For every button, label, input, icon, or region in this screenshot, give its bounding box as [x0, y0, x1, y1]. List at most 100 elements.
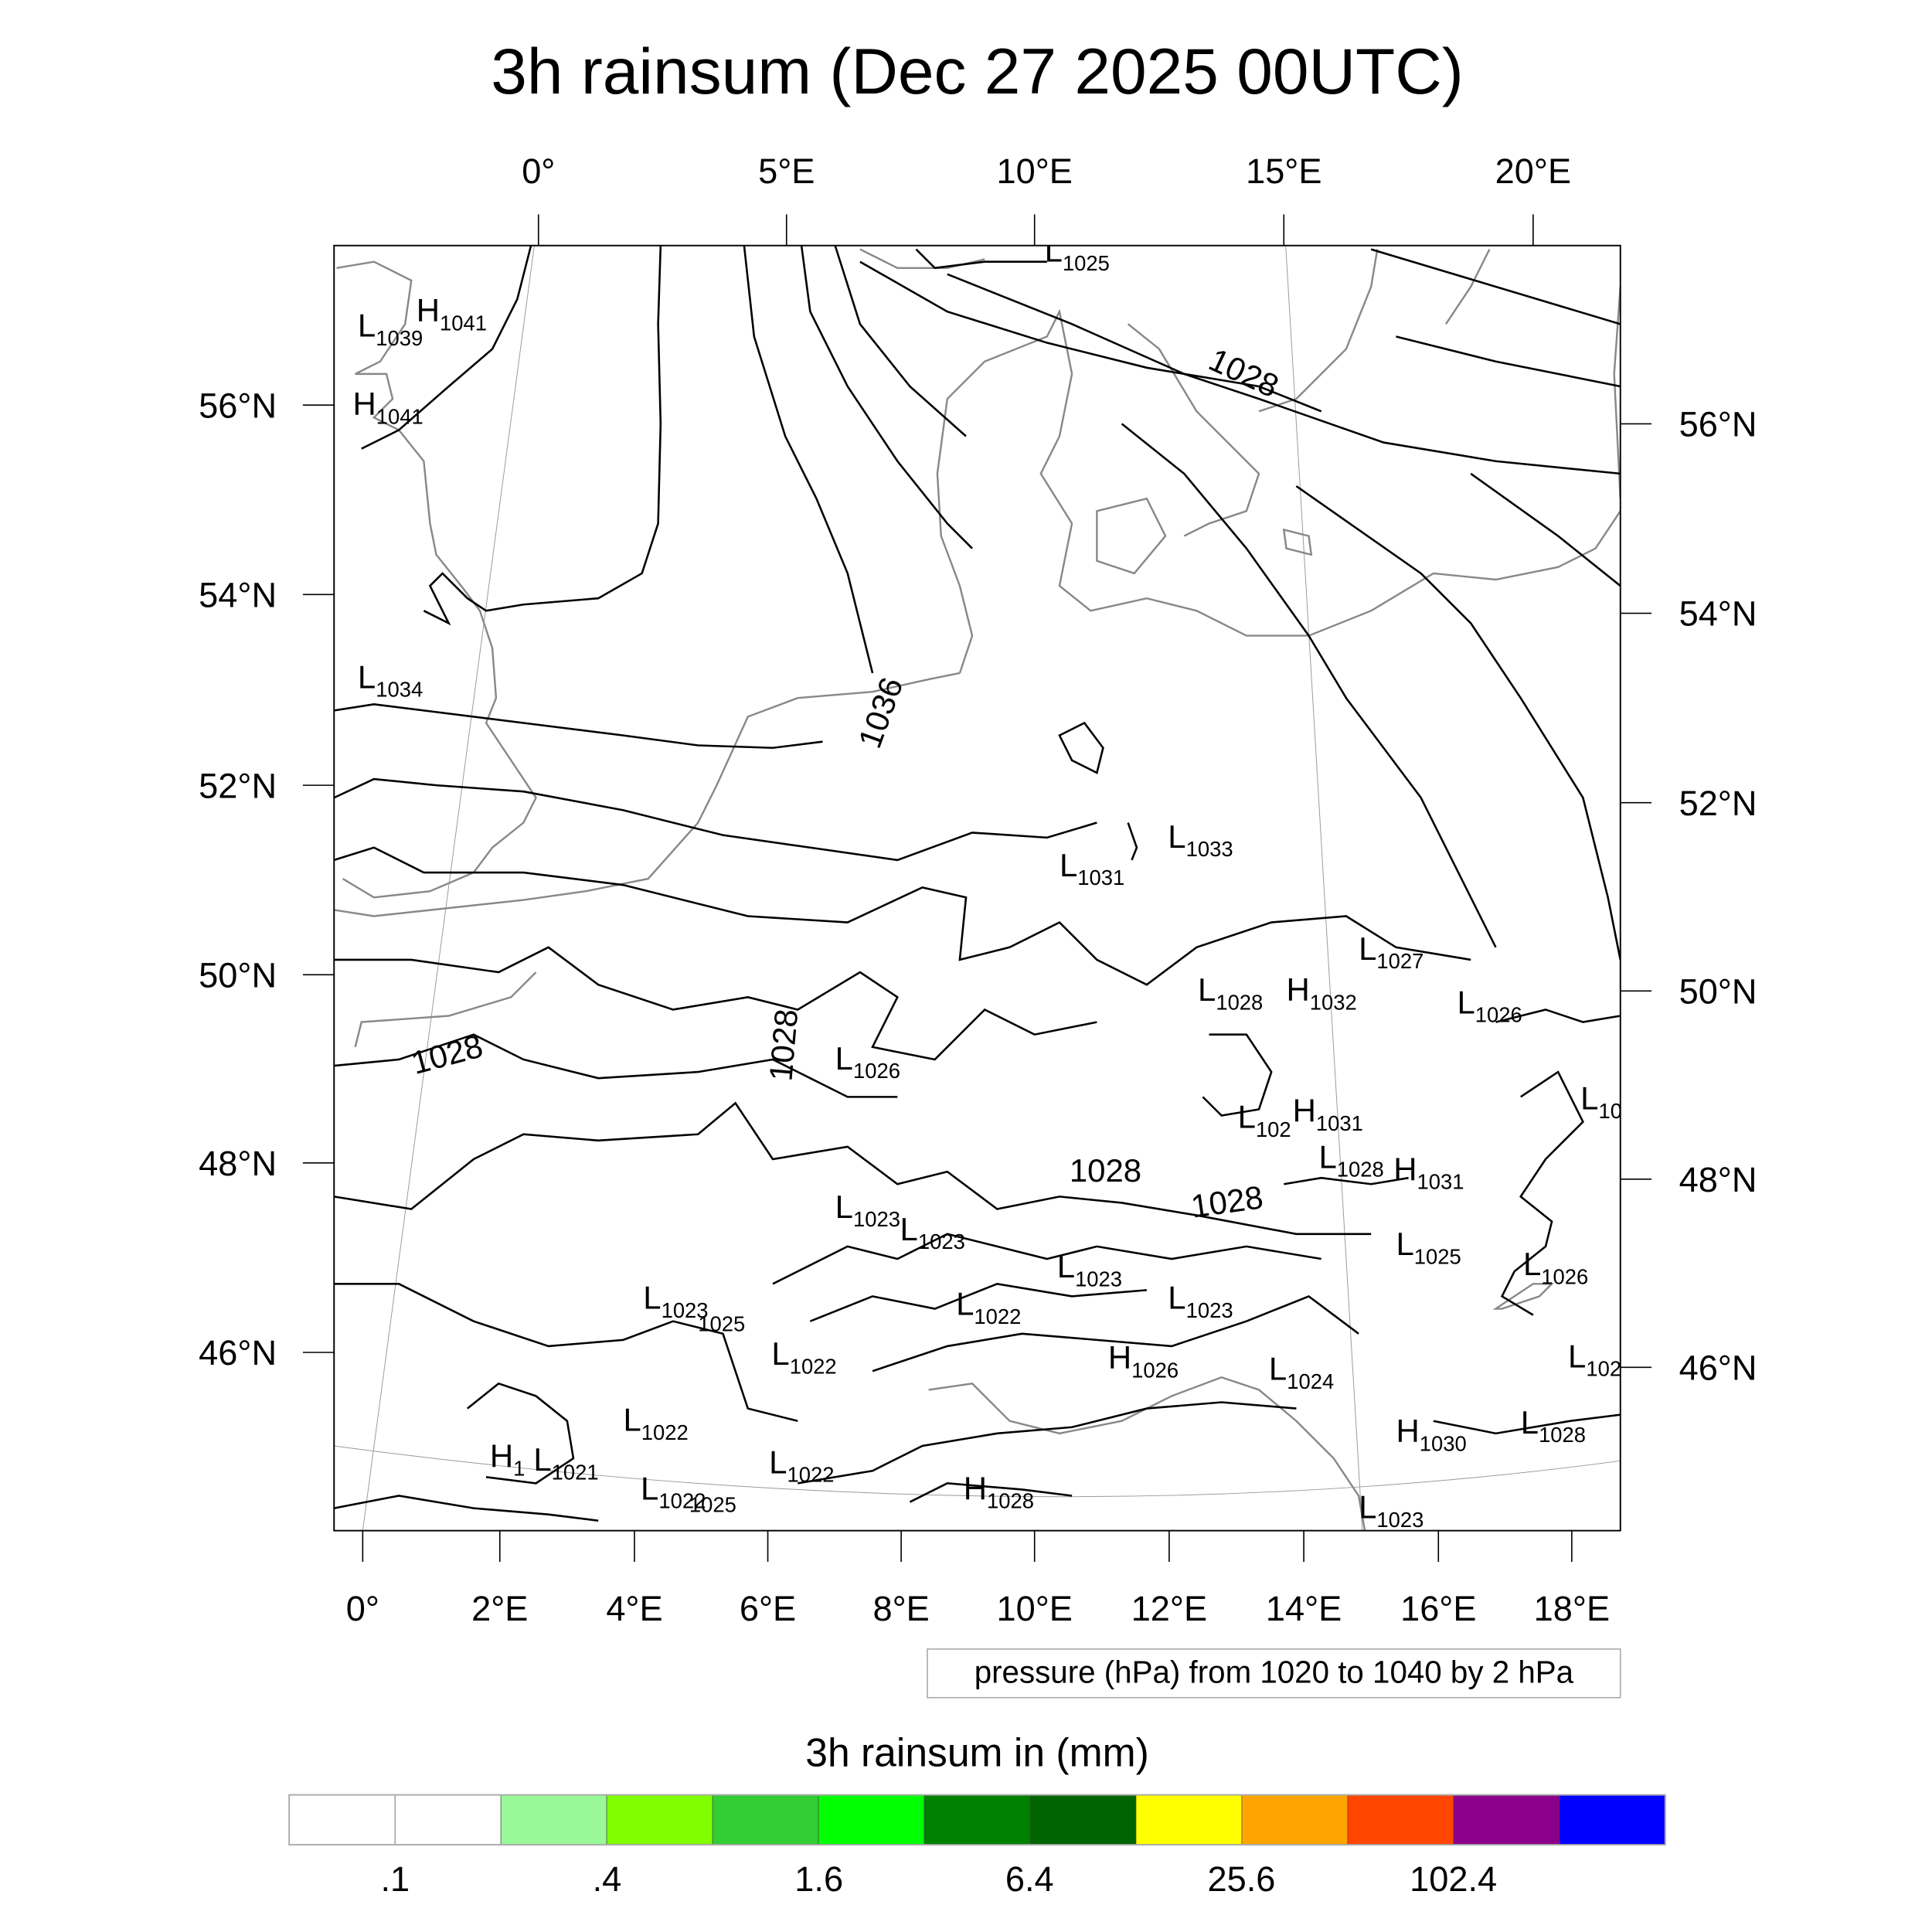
right-axis-labels: 56°N 54°N 52°N 50°N 48°N 46°N [1679, 405, 1757, 1388]
right-tick-label: 56°N [1679, 405, 1757, 444]
isobars [334, 245, 1621, 1522]
right-tick-label: 48°N [1679, 1160, 1757, 1199]
low-pressure-label: L1022 [769, 1444, 834, 1486]
colorbar-box [1241, 1794, 1349, 1845]
contour-info-box [927, 1648, 1621, 1699]
top-tick-label: 0° [522, 151, 555, 191]
high-pressure-label: H1031 [1393, 1151, 1464, 1193]
left-tick-label: 50°N [199, 955, 277, 995]
bottom-tick-label: 12°E [1131, 1589, 1207, 1628]
low-pressure-label: L1021 [533, 1441, 598, 1484]
contour-info-text: pressure (hPa) from 1020 to 1040 by 2 hP… [975, 1654, 1574, 1689]
low-pressure-label: L1026 [1523, 1246, 1588, 1288]
low-pressure-label: L102 [1238, 1099, 1291, 1141]
low-pressure-label: L1023 [900, 1211, 965, 1253]
bottom-tick-label: 0° [346, 1589, 379, 1628]
contour-label: 1028 [1203, 341, 1284, 404]
colorbar-label: 102.4 [1410, 1859, 1497, 1899]
contour-label: 1028 [1189, 1179, 1265, 1225]
colorbar-box [1347, 1794, 1454, 1845]
low-pressure-label: L1033 [1168, 818, 1233, 861]
left-tick-label: 48°N [199, 1144, 277, 1183]
high-pressure-label: H1030 [1396, 1413, 1466, 1455]
contour-label: 1028 [762, 1008, 804, 1083]
bottom-axis-labels: 0° 2°E 4°E 6°E 8°E 10°E 12°E 14°E 16°E 1… [346, 1589, 1610, 1628]
colorbar-box [1453, 1794, 1560, 1845]
high-pressure-label: H1 [490, 1437, 526, 1480]
contour-label: 1028 [407, 1027, 486, 1081]
low-pressure-label: L1028 [1198, 971, 1263, 1014]
meridian-15e [1285, 245, 1363, 1531]
low-pressure-label: L1027 [1359, 930, 1423, 973]
colorbar-label: 6.4 [1005, 1859, 1054, 1899]
top-tick-label: 15°E [1246, 151, 1321, 191]
bottom-tick-label: 16°E [1400, 1589, 1476, 1628]
colorbar-box [288, 1794, 396, 1845]
chart-title: 3h rainsum (Dec 27 2025 00UTC) [491, 35, 1463, 107]
low-pressure-label: L1034 [358, 658, 423, 701]
colorbar-label: 25.6 [1208, 1859, 1276, 1899]
pressure-value-label: 1025 [698, 1312, 745, 1336]
low-pressure-label: L1022 [771, 1335, 836, 1378]
top-tick-label: 10°E [997, 151, 1073, 191]
low-pressure-label: L1023 [1057, 1248, 1122, 1291]
top-axis-labels: 0° 5°E 10°E 15°E 20°E [522, 151, 1571, 191]
top-tick-label: 5°E [758, 151, 815, 191]
low-pressure-label: L1024 [1269, 1350, 1334, 1393]
parallel-45n [334, 1445, 1621, 1498]
bottom-tick-label: 8°E [872, 1589, 929, 1628]
low-pressure-label: L102 [1568, 1338, 1621, 1380]
bottom-tick-label: 10°E [997, 1589, 1073, 1628]
low-pressure-label: L1025 [1045, 233, 1110, 275]
high-pressure-label: H1041 [352, 386, 423, 428]
low-pressure-label: L1028 [1318, 1138, 1383, 1181]
low-pressure-label: L1028 [1521, 1404, 1586, 1447]
colorbar-box [1135, 1794, 1243, 1845]
top-tick-label: 20°E [1495, 151, 1571, 191]
left-tick-label: 56°N [199, 386, 277, 425]
right-tick-label: 50°N [1679, 971, 1757, 1011]
low-pressure-label: L1023 [1359, 1489, 1423, 1532]
high-pressure-label: H1026 [1108, 1339, 1179, 1382]
high-pressure-label: H1031 [1293, 1093, 1363, 1135]
low-pressure-label: L1026 [835, 1040, 900, 1083]
colorbar-frame [288, 1794, 1666, 1846]
bottom-tick-label: 4°E [606, 1589, 662, 1628]
low-pressure-label: L1031 [1060, 847, 1124, 889]
left-tick-label: 54°N [199, 575, 277, 614]
contour-labels: 1036 1028 1028 1028 1028 1028 [407, 341, 1284, 1224]
left-axis-labels: 56°N 54°N 52°N 50°N 48°N 46°N [199, 386, 277, 1372]
left-tick-label: 46°N [199, 1333, 277, 1372]
pressure-value-label: 1025 [689, 1492, 736, 1516]
high-pressure-label: H1041 [417, 292, 487, 335]
colorbar-box [818, 1794, 925, 1845]
low-pressure-label: L1023 [835, 1189, 900, 1231]
colorbar-box [1029, 1794, 1137, 1845]
right-tick-label: 54°N [1679, 594, 1757, 634]
low-pressure-label: L10 [1580, 1080, 1622, 1122]
pressure-centers: L1039H1041H1041L1034L1025L1031L1033L1027… [352, 233, 1622, 1532]
tick-marks [302, 214, 1652, 1562]
map-area [334, 245, 1621, 1531]
contour-label: 1028 [1070, 1152, 1141, 1189]
colorbar-label: 1.6 [794, 1859, 843, 1899]
high-pressure-label: H1032 [1287, 971, 1357, 1014]
colorbar-label: .4 [593, 1859, 622, 1899]
low-pressure-label: L1023 [643, 1280, 708, 1322]
bottom-tick-label: 18°E [1534, 1589, 1610, 1628]
low-pressure-label: L1022 [956, 1286, 1021, 1328]
high-pressure-label: H1028 [964, 1470, 1034, 1512]
right-tick-label: 46°N [1679, 1348, 1757, 1387]
low-pressure-label: L1025 [1396, 1226, 1461, 1268]
colorbar-box [923, 1794, 1031, 1845]
low-pressure-label: L1022 [641, 1470, 706, 1512]
plot-frame [333, 244, 1621, 1532]
bottom-tick-label: 2°E [471, 1589, 528, 1628]
low-pressure-label: L1023 [1168, 1280, 1233, 1322]
colorbar-box [394, 1794, 502, 1845]
colorbar [288, 1794, 1666, 1846]
contour-label: 1036 [851, 672, 910, 753]
colorbar-box [500, 1794, 607, 1845]
colorbar-title: 3h rainsum in (mm) [805, 1730, 1149, 1774]
